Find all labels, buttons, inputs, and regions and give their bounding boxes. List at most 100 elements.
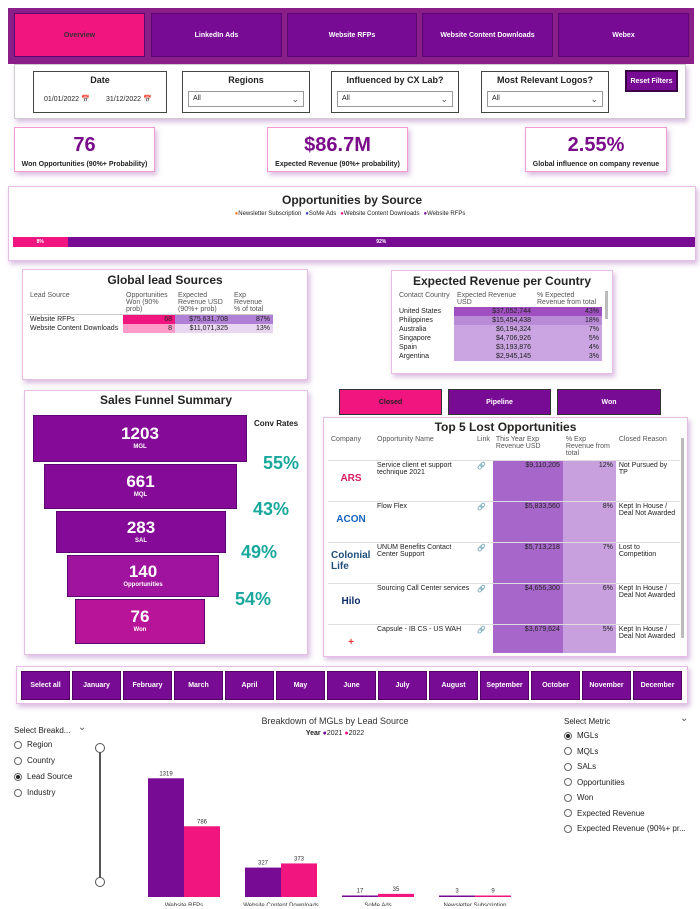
month-button-november[interactable]: November — [582, 671, 631, 700]
tab-overview[interactable]: Overview — [14, 13, 145, 57]
closed-button[interactable]: Closed — [339, 389, 442, 415]
link-icon[interactable]: 🔗 — [477, 462, 486, 470]
slider-handle-bottom[interactable] — [95, 877, 105, 887]
funnel-stage-opportunities[interactable]: 140 Opportunities — [67, 555, 219, 597]
calendar-icon[interactable]: 📅 — [143, 96, 152, 103]
scrollbar[interactable] — [681, 438, 684, 638]
radio-icon[interactable] — [564, 762, 572, 771]
column-header[interactable]: Contact Country — [399, 292, 450, 299]
funnel-stage-mgl[interactable]: 1203 MGL — [33, 415, 247, 462]
radio-option[interactable]: Opportunities — [564, 778, 625, 787]
tab-webex[interactable]: Webex — [558, 13, 689, 57]
column-header[interactable]: % Expected Revenue from total — [537, 292, 597, 306]
bar[interactable] — [439, 895, 475, 898]
radio-option[interactable]: Industry — [14, 788, 55, 797]
column-header[interactable]: Lead Source — [30, 292, 70, 299]
radio-icon[interactable] — [14, 756, 22, 765]
reset-filters-button[interactable]: Reset Filters — [625, 70, 678, 92]
column-header[interactable]: Expected Revenue USD — [457, 292, 517, 306]
radio-icon[interactable] — [14, 788, 22, 797]
bar[interactable] — [378, 893, 414, 897]
legend-item[interactable]: ●Website RFPs — [423, 211, 466, 217]
link-icon[interactable]: 🔗 — [477, 626, 486, 634]
month-button-may[interactable]: May — [276, 671, 325, 700]
column-header[interactable]: Company — [331, 436, 361, 443]
month-button-august[interactable]: August — [429, 671, 478, 700]
column-header[interactable]: Exp Revenue % of total — [234, 292, 264, 313]
scrollbar[interactable] — [605, 291, 608, 319]
kpi-global-influence: 2.55% Global influence on company revenu… — [525, 127, 667, 172]
radio-icon[interactable] — [564, 731, 572, 740]
date-end-input[interactable]: 31/12/2022 📅 — [106, 96, 152, 103]
legend-item[interactable]: ●Website Content Downloads — [340, 211, 420, 217]
kpi-value: 76 — [73, 134, 96, 156]
slider-track[interactable] — [99, 746, 101, 881]
column-header[interactable]: Opportunities Won (90% prob) — [126, 292, 168, 313]
column-header[interactable]: This Year Exp Revenue USD — [495, 436, 541, 450]
bar[interactable] — [148, 778, 184, 897]
funnel-stage-mql[interactable]: 661 MQL — [44, 464, 237, 509]
radio-option[interactable]: MQLs — [564, 747, 598, 756]
calendar-icon[interactable]: 📅 — [81, 96, 90, 103]
bar[interactable] — [475, 895, 511, 898]
slider-handle-top[interactable] — [95, 743, 105, 753]
link-icon[interactable]: 🔗 — [477, 503, 486, 511]
influenced-dropdown[interactable]: All ⌄ — [337, 91, 453, 107]
chevron-down-icon[interactable]: ⌄ — [78, 722, 87, 733]
funnel-stage-sal[interactable]: 283 SAL — [56, 511, 226, 553]
month-button-march[interactable]: March — [174, 671, 223, 700]
month-button-december[interactable]: December — [633, 671, 682, 700]
month-button-january[interactable]: January — [72, 671, 121, 700]
column-header[interactable]: % Exp Revenue from total — [565, 436, 610, 457]
link-icon[interactable]: 🔗 — [477, 544, 486, 552]
column-header[interactable]: Link — [477, 436, 490, 443]
radio-icon[interactable] — [564, 793, 572, 802]
radio-icon[interactable] — [564, 778, 572, 786]
legend-item[interactable]: ●Newsletter Subscription — [234, 211, 302, 217]
radio-icon[interactable] — [564, 824, 572, 833]
radio-option[interactable]: Expected Revenue — [564, 809, 645, 818]
month-button-select-all[interactable]: Select all — [21, 671, 70, 700]
date-start-input[interactable]: 01/01/2022 📅 — [44, 96, 90, 103]
radio-icon[interactable] — [564, 747, 572, 755]
bar[interactable] — [184, 826, 220, 897]
radio-option[interactable]: Won — [564, 793, 593, 802]
link-icon[interactable]: 🔗 — [477, 585, 486, 593]
bar[interactable] — [342, 895, 378, 897]
radio-icon[interactable] — [564, 809, 572, 817]
chevron-down-icon[interactable]: ⌄ — [680, 713, 689, 724]
rev-country-scroll[interactable]: Contact Country Expected Revenue USD % E… — [396, 291, 602, 373]
month-button-february[interactable]: February — [123, 671, 172, 700]
radio-option[interactable]: Expected Revenue (90%+ pr... — [564, 824, 686, 833]
month-button-september[interactable]: September — [480, 671, 529, 700]
logos-dropdown[interactable]: All ⌄ — [487, 91, 603, 107]
column-header[interactable]: Expected Revenue USD (90%+ prob) — [178, 292, 223, 313]
radio-option[interactable]: Region — [14, 740, 52, 749]
radio-icon[interactable] — [14, 772, 22, 781]
bar[interactable] — [281, 863, 317, 897]
radio-option[interactable]: SALs — [564, 762, 596, 771]
won-button[interactable]: Won — [557, 389, 661, 415]
month-button-october[interactable]: October — [531, 671, 580, 700]
radio-option[interactable]: MGLs — [564, 731, 598, 740]
column-header[interactable]: Closed Reason — [618, 436, 667, 443]
data-label: 786 — [197, 819, 208, 825]
source-segment[interactable]: 8% — [13, 237, 68, 247]
lost-table-scroll[interactable]: Company Opportunity Name Link This Year … — [328, 435, 680, 653]
bar[interactable] — [245, 867, 281, 897]
source-segment[interactable]: 92% — [67, 237, 695, 247]
tab-website-content-downloads[interactable]: Website Content Downloads — [422, 13, 553, 57]
funnel-stage-won[interactable]: 76 Won — [75, 599, 205, 644]
month-button-april[interactable]: April — [225, 671, 274, 700]
radio-icon[interactable] — [14, 740, 22, 749]
pipeline-button[interactable]: Pipeline — [448, 389, 551, 415]
regions-dropdown[interactable]: All ⌄ — [188, 91, 304, 107]
legend-item[interactable]: ●SoMe Ads — [305, 211, 337, 217]
column-header[interactable]: Opportunity Name — [377, 436, 434, 443]
radio-option[interactable]: Country — [14, 756, 55, 765]
month-button-june[interactable]: June — [327, 671, 376, 700]
tab-website-rfps[interactable]: Website RFPs — [287, 13, 417, 57]
tab-linkedin-ads[interactable]: LinkedIn Ads — [151, 13, 282, 57]
month-button-july[interactable]: July — [378, 671, 427, 700]
radio-option[interactable]: Lead Source — [14, 772, 72, 781]
